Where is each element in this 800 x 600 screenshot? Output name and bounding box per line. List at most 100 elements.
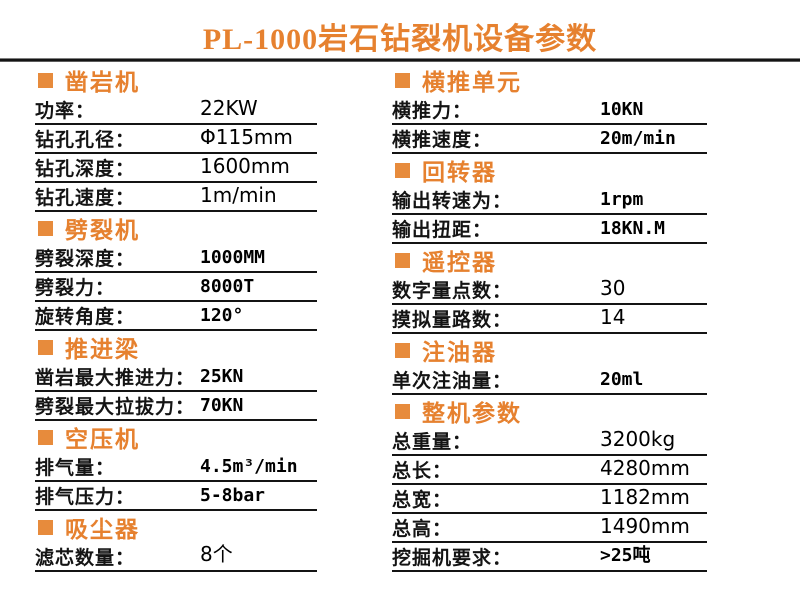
spec-label: 劈裂力： <box>35 277 116 299</box>
spec-value: 1rpm <box>600 189 644 210</box>
spec-label: 总宽： <box>392 489 453 511</box>
spec-value: 8000T <box>200 276 255 297</box>
spec-row: 钻孔速度： 1m/min <box>35 183 317 212</box>
spec-row: 单次注油量： 20ml <box>392 366 707 395</box>
title-divider <box>0 58 800 62</box>
section-heading-rock-drill: 凿岩机 <box>35 64 317 96</box>
spec-label: 总重量： <box>392 431 473 453</box>
spec-row: 数字量点数： 30 <box>392 276 707 305</box>
spec-value: 1000MM <box>200 247 266 268</box>
square-bullet-icon <box>38 429 53 445</box>
spec-label: 挖掘机要求： <box>392 547 513 569</box>
left-column: 凿岩机 功率： 22KW 钻孔孔径： Φ115mm 钻孔深度： 1600mm 钻… <box>35 64 317 572</box>
spec-label: 钻孔速度： <box>35 187 136 209</box>
spec-value: 1m/min <box>200 183 277 207</box>
spec-value: 120° <box>200 305 244 326</box>
spec-row: 输出扭距： 18KN.M <box>392 215 707 244</box>
section-heading-oiler: 注油器 <box>392 334 707 366</box>
section-title: 横推单元 <box>422 70 522 96</box>
spec-row: 旋转角度： 120° <box>35 302 317 331</box>
square-bullet-icon <box>38 519 53 535</box>
spec-row: 总长： 4280mm <box>392 456 707 485</box>
section-heading-lateral-push-unit: 横推单元 <box>392 64 707 96</box>
spec-row: 横推力： 10KN <box>392 96 707 125</box>
square-bullet-icon <box>395 252 410 268</box>
spec-value: 25KN <box>200 366 244 387</box>
square-bullet-icon <box>395 72 410 88</box>
spec-row: 总高： 1490mm <box>392 514 707 543</box>
spec-row: 摸拟量路数： 14 <box>392 305 707 334</box>
spec-label: 凿岩最大推进力： <box>35 367 196 389</box>
spec-row: 功率： 22KW <box>35 96 317 125</box>
spec-value: 4.5m³/min <box>200 456 298 477</box>
spec-row: 劈裂深度： 1000MM <box>35 244 317 273</box>
square-bullet-icon <box>38 220 53 236</box>
spec-row: 钻孔孔径： Φ115mm <box>35 125 317 154</box>
section-title: 回转器 <box>422 160 497 186</box>
spec-row: 总重量： 3200kg <box>392 427 707 456</box>
spec-value: 1490mm <box>600 514 690 538</box>
spec-row: 劈裂力： 8000T <box>35 273 317 302</box>
spec-value: 18KN.M <box>600 218 666 239</box>
square-bullet-icon <box>395 342 410 358</box>
section-heading-feed-beam: 推进梁 <box>35 331 317 363</box>
spec-label: 劈裂深度： <box>35 248 136 270</box>
section-title: 推进梁 <box>65 337 140 363</box>
page-title: PL-1000岩石钻裂机设备参数 <box>202 23 598 56</box>
spec-label: 横推速度： <box>392 129 493 151</box>
section-heading-splitter: 劈裂机 <box>35 212 317 244</box>
spec-label: 数字量点数： <box>392 280 513 302</box>
spec-label: 总长： <box>392 460 453 482</box>
spec-value: Φ115mm <box>200 125 293 149</box>
section-heading-overall-parameters: 整机参数 <box>392 395 707 427</box>
section-heading-rotator: 回转器 <box>392 154 707 186</box>
square-bullet-icon <box>395 403 410 419</box>
spec-row: 钻孔深度： 1600mm <box>35 154 317 183</box>
section-title: 吸尘器 <box>65 517 140 543</box>
section-title: 凿岩机 <box>65 70 140 96</box>
square-bullet-icon <box>38 339 53 355</box>
spec-value: 4280mm <box>600 456 690 480</box>
spec-label: 滤芯数量： <box>35 547 136 569</box>
spec-label: 总高： <box>392 518 453 540</box>
spec-label: 排气压力： <box>35 486 136 508</box>
spec-value: 20ml <box>600 369 644 390</box>
spec-label: 旋转角度： <box>35 306 136 328</box>
spec-value: 22KW <box>200 96 258 120</box>
spec-value: 5-8bar <box>200 485 266 506</box>
spec-value: 70KN <box>200 395 244 416</box>
spec-label: 劈裂最大拉拔力： <box>35 396 196 418</box>
spec-value: 1182mm <box>600 485 690 509</box>
spec-row: 滤芯数量： 8个 <box>35 542 317 572</box>
spec-label: 单次注油量： <box>392 370 513 392</box>
spec-row: 凿岩最大推进力： 25KN <box>35 363 317 392</box>
spec-label: 横推力： <box>392 100 473 122</box>
spec-row: 总宽： 1182mm <box>392 485 707 514</box>
square-bullet-icon <box>395 162 410 178</box>
spec-label: 输出转速为： <box>392 190 513 212</box>
spec-label: 功率： <box>35 100 96 122</box>
section-heading-air-compressor: 空压机 <box>35 421 317 453</box>
spec-value: 10KN <box>600 99 644 120</box>
spec-value: 14 <box>600 305 626 329</box>
spec-label: 输出扭距： <box>392 219 493 241</box>
spec-label: 钻孔深度： <box>35 158 136 180</box>
spec-label: 摸拟量路数： <box>392 309 513 331</box>
spec-value: 30 <box>600 276 626 300</box>
section-title: 劈裂机 <box>65 218 140 244</box>
spec-row: 排气量： 4.5m³/min <box>35 453 317 482</box>
square-bullet-icon <box>38 72 53 88</box>
right-column: 横推单元 横推力： 10KN 横推速度： 20m/min 回转器 输出转速为： … <box>392 64 707 572</box>
section-heading-remote-control: 遥控器 <box>392 244 707 276</box>
spec-value: 3200kg <box>600 427 676 451</box>
spec-row: 挖掘机要求： >25吨 <box>392 543 707 572</box>
spec-value: >25吨 <box>600 545 651 566</box>
section-title: 空压机 <box>65 427 140 453</box>
spec-row: 排气压力： 5-8bar <box>35 482 317 511</box>
section-title: 注油器 <box>422 340 497 366</box>
spec-label: 排气量： <box>35 457 116 479</box>
spec-value: 8个 <box>200 542 233 566</box>
spec-row: 劈裂最大拉拔力： 70KN <box>35 392 317 421</box>
section-title: 遥控器 <box>422 250 497 276</box>
